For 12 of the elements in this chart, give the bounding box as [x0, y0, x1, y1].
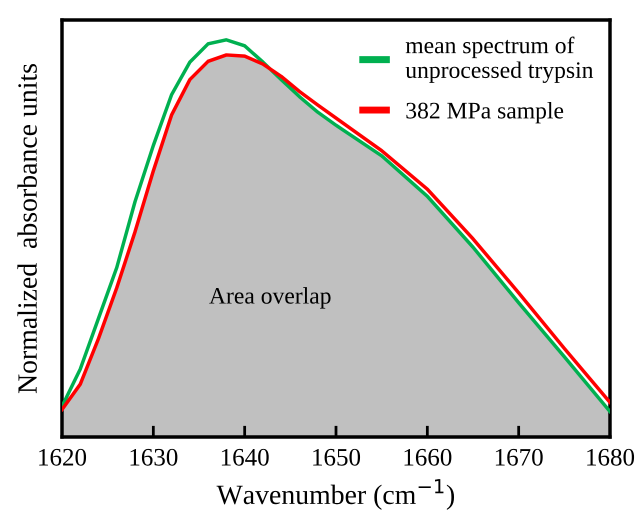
x-tick-label: 1660 [404, 448, 452, 466]
x-tick-label: 1670 [496, 448, 543, 466]
annotation: Area overlap [209, 287, 331, 309]
x-axis-title: Wavenumber (cm$^{−1}$) [216, 479, 454, 510]
legend-label: mean spectrum of unprocessed trypsin [406, 36, 594, 83]
y-axis-title: Normalized absorbance units [17, 64, 37, 394]
x-tick-label: 1620 [39, 448, 86, 466]
x-tick-label: 1640 [222, 448, 269, 466]
x-tick-label: 1630 [130, 448, 178, 466]
x-tick-label: 1650 [313, 448, 360, 466]
x-tick-label: 1680 [587, 448, 634, 466]
legend-label: 382 MPa sample [406, 102, 564, 124]
